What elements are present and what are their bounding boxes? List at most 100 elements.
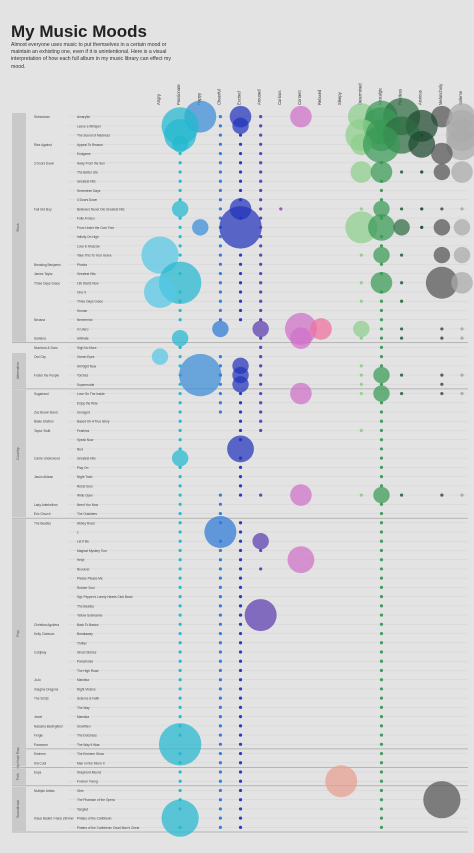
album-label: Magical Mystery Tour — [77, 549, 108, 553]
mood-bubble — [218, 779, 222, 783]
mood-bubble — [353, 320, 370, 338]
mood-bubble — [178, 788, 182, 793]
mood-bubble — [218, 493, 222, 497]
mood-bubble — [379, 604, 384, 608]
mood-bubble — [238, 696, 243, 700]
album-label: Ghost Stories — [77, 651, 97, 655]
mood-bubble — [144, 276, 176, 308]
album-label: Night Visions — [77, 687, 96, 691]
mood-bubble — [141, 236, 179, 274]
genre-label: Soundtrack — [16, 800, 20, 818]
album-label: Pirates of the Caribbean: Dead Man's Che… — [77, 826, 139, 830]
album-label: Leave a Whisper — [77, 124, 102, 128]
mood-header: Aroused — [257, 89, 262, 105]
mood-bubble — [400, 327, 404, 331]
mood-bubble — [259, 170, 263, 174]
mood-bubble — [460, 207, 464, 211]
mood-bubble — [238, 613, 243, 617]
mood-bubble — [379, 235, 384, 239]
mood-bubble — [238, 456, 243, 460]
mood-bubble — [178, 382, 182, 386]
mood-bubble — [178, 308, 182, 313]
mood-bubble — [178, 502, 182, 506]
album-label: Glee — [77, 789, 84, 793]
mood-bubble — [218, 733, 222, 737]
mood-bubble — [379, 761, 384, 765]
artist-label: Sugarland — [34, 392, 49, 396]
album-label: Unwritten — [77, 724, 91, 728]
mood-bubble — [433, 163, 451, 181]
mood-bubble — [178, 530, 182, 534]
album-label: Greatest Hits — [77, 180, 96, 184]
mood-bubble — [259, 567, 263, 571]
mood-bubble — [259, 207, 263, 211]
mood-bubble — [238, 742, 243, 746]
mood-bubble — [178, 235, 182, 239]
mood-bubble — [238, 161, 243, 165]
mood-bubble — [359, 382, 363, 386]
album-label: Nevermind — [77, 318, 93, 322]
mood-bubble — [178, 447, 182, 451]
mood-bubble — [178, 318, 182, 322]
mood-bubble — [238, 650, 243, 654]
mood-bubble — [192, 219, 209, 236]
mood-bubble — [218, 502, 222, 506]
mood-bubble — [218, 382, 222, 386]
mood-bubble — [218, 558, 222, 562]
mood-bubble — [178, 225, 182, 229]
mood-bubble — [379, 548, 384, 553]
mood-bubble — [218, 539, 222, 543]
mood-bubble — [379, 299, 384, 303]
artist-label: James Taylor — [34, 272, 54, 276]
mood-bubble — [379, 364, 384, 368]
artist-label: Foster the People — [34, 374, 59, 378]
mood-bubble — [238, 788, 243, 793]
mood-bubble — [178, 715, 182, 719]
mood-bubble — [218, 585, 222, 589]
mood-bubble — [440, 336, 444, 340]
mood-bubble — [218, 724, 222, 728]
artist-label: Multiple Artists — [34, 789, 55, 793]
mood-bubble — [178, 659, 182, 663]
mood-bubble — [218, 318, 222, 322]
mood-bubble — [204, 516, 237, 548]
mood-bubble — [178, 622, 182, 626]
album-label: Enjoy the Ride — [77, 401, 98, 405]
mood-bubble — [400, 207, 404, 211]
mood-bubble — [218, 678, 222, 682]
album-label: The Outsiders — [77, 512, 97, 516]
album-label: The Way — [77, 706, 90, 710]
mood-bubble — [379, 650, 384, 654]
artist-label: Three Days Grace — [34, 281, 60, 285]
mood-bubble — [238, 391, 243, 396]
mood-bubble — [379, 484, 384, 488]
album-label: Mandisa — [77, 678, 89, 682]
mood-bubble — [238, 484, 243, 488]
mood-header: Happy — [196, 92, 201, 105]
mood-bubble — [379, 401, 384, 405]
mood-bubble — [178, 650, 182, 654]
mood-bubble — [171, 136, 189, 153]
mood-bubble — [259, 391, 263, 396]
mood-bubble — [218, 511, 222, 516]
mood-bubble — [218, 687, 222, 691]
mood-bubble — [218, 308, 222, 313]
genre-block — [12, 389, 26, 518]
mood-bubble — [218, 281, 222, 285]
mood-bubble — [359, 493, 363, 497]
mood-bubble — [218, 124, 222, 128]
mood-bubble — [238, 548, 243, 553]
mood-bubble — [379, 502, 384, 506]
mood-bubble — [400, 170, 404, 174]
artist-label: The Script — [34, 697, 49, 701]
mood-bubble — [379, 188, 384, 193]
mood-bubble — [379, 788, 384, 793]
mood-bubble — [238, 807, 243, 811]
mood-bubble — [238, 678, 243, 682]
mood-bubble — [259, 115, 263, 119]
mood-bubble — [238, 493, 243, 497]
mood-bubble — [259, 235, 263, 239]
mood-bubble — [379, 558, 384, 562]
mood-bubble — [218, 244, 222, 248]
album-label: The Phantom of the Opera — [77, 798, 115, 802]
